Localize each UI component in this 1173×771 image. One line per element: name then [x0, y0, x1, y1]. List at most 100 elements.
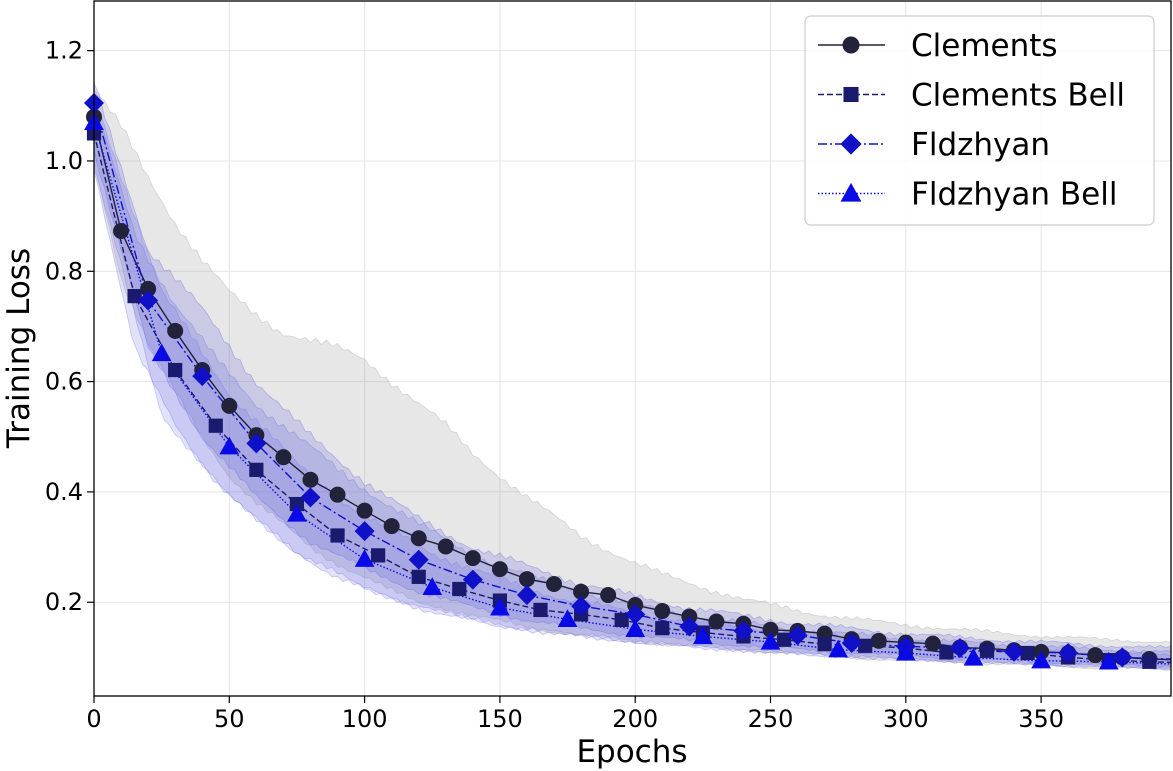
data-point — [787, 625, 808, 646]
data-point — [411, 569, 426, 584]
data-point — [614, 612, 629, 627]
data-point — [249, 462, 264, 477]
data-point — [655, 621, 670, 636]
data-point — [1142, 654, 1157, 669]
y-axis-title: Training Loss — [1, 248, 37, 449]
data-point — [462, 569, 483, 590]
data-point — [518, 571, 535, 588]
x-tick-label: 300 — [883, 705, 929, 733]
data-point — [760, 631, 781, 650]
x-tick-label: 250 — [748, 705, 794, 733]
legend: Clements Clements Bell Fldzhyan Fldzhyan Be… — [804, 15, 1155, 226]
data-point — [1112, 647, 1133, 668]
plot-frame — [93, 0, 1172, 697]
data-point — [571, 596, 592, 617]
data-point — [221, 397, 238, 414]
data-point — [924, 635, 941, 652]
legend-label: Clements Bell — [911, 78, 1125, 114]
data-point — [371, 548, 386, 563]
data-point — [422, 577, 443, 596]
data-point — [1087, 647, 1104, 664]
band-2 — [94, 83, 1171, 668]
data-point — [464, 550, 481, 567]
data-point — [625, 619, 646, 637]
data-point — [275, 449, 292, 466]
data-point — [708, 613, 725, 630]
data-point — [654, 603, 671, 620]
x-axis-title: Epochs — [576, 734, 687, 770]
legend-marker — [843, 86, 859, 103]
data-point — [1020, 645, 1035, 661]
y-tick-label: 1.2 — [45, 37, 83, 65]
data-point — [356, 502, 373, 519]
data-point — [939, 645, 954, 660]
data-point — [858, 638, 873, 653]
data-point — [1031, 650, 1051, 669]
data-point — [246, 433, 267, 454]
x-tick-label: 0 — [86, 705, 101, 733]
data-point — [693, 626, 713, 645]
data-point — [329, 486, 346, 503]
data-point — [127, 288, 142, 304]
x-tick-label: 200 — [612, 705, 658, 733]
data-point — [354, 549, 375, 567]
x-tick-label: 50 — [214, 705, 245, 733]
data-point — [383, 518, 400, 535]
data-point — [679, 616, 700, 637]
data-point — [452, 581, 467, 597]
y-tick-label: 1.0 — [45, 147, 83, 175]
y-tick-label: 0.6 — [45, 368, 83, 396]
data-point — [167, 322, 184, 339]
data-point — [302, 471, 319, 488]
data-point — [151, 343, 172, 362]
data-point — [437, 538, 454, 555]
legend-marker — [840, 133, 862, 155]
data-point — [828, 639, 849, 658]
legend-label: Clements — [911, 28, 1058, 64]
data-point — [979, 643, 995, 658]
data-point — [138, 290, 159, 311]
data-point — [330, 528, 345, 543]
x-tick-label: 100 — [342, 705, 388, 733]
data-point — [516, 585, 537, 606]
data-point — [841, 633, 862, 654]
data-point — [776, 632, 792, 647]
axis-ticks: 0 50 100 150 200 250 300 350 0.2 0.4 0.6 0.8 1.0 1.2 — [45, 37, 1064, 733]
data-point — [354, 521, 375, 542]
data-point — [557, 609, 578, 628]
data-point — [817, 637, 832, 652]
legend-label: Fldzhyan Bell — [911, 177, 1117, 213]
x-tick-label: 150 — [477, 705, 523, 733]
data-point — [1098, 651, 1119, 670]
data-point — [1004, 641, 1025, 662]
data-point — [949, 638, 970, 659]
data-point — [490, 597, 510, 616]
data-point — [1058, 642, 1079, 663]
y-tick-label: 0.4 — [45, 478, 83, 506]
data-point — [546, 576, 563, 593]
data-point — [168, 362, 183, 378]
data-point — [208, 418, 223, 433]
y-tick-label: 0.2 — [45, 588, 83, 616]
data-point — [491, 561, 508, 578]
data-point — [408, 549, 429, 570]
data-point — [533, 602, 548, 618]
legend-marker — [840, 182, 862, 202]
data-point — [192, 366, 213, 387]
data-point — [895, 642, 916, 661]
legend-box — [804, 15, 1155, 226]
x-tick-label: 350 — [1018, 705, 1064, 733]
legend-label: Fldzhyan — [911, 127, 1050, 163]
data-point — [600, 587, 617, 604]
data-point — [300, 487, 321, 508]
data-point — [113, 223, 130, 240]
data-point — [870, 632, 887, 649]
data-point — [733, 620, 754, 641]
legend-marker — [842, 36, 860, 54]
series-markers — [83, 93, 1158, 670]
data-point — [287, 503, 307, 522]
data-point — [963, 647, 984, 666]
data-point — [219, 436, 240, 455]
data-point — [410, 530, 427, 547]
